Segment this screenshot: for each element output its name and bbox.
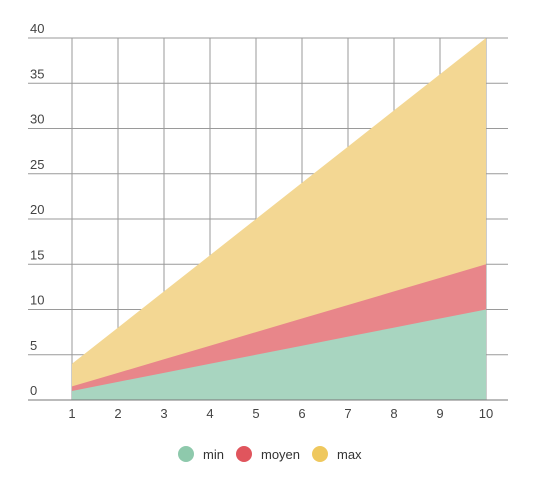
legend-label: min [203, 446, 224, 462]
x-tick-label: 4 [206, 406, 213, 421]
legend-swatch [236, 446, 252, 462]
y-tick-label: 15 [30, 247, 44, 262]
x-tick-label: 3 [160, 406, 167, 421]
area-chart: 0 5 10 15 20 25 30 35 40 1 2 3 4 5 6 7 8 9 10 [28, 21, 508, 421]
area-min [72, 309, 486, 400]
x-tick-label: 7 [344, 406, 351, 421]
y-tick-label: 35 [30, 66, 44, 81]
legend-label: moyen [261, 446, 301, 462]
x-tick-label: 5 [252, 406, 259, 421]
x-tick-label: 2 [114, 406, 121, 421]
legend-label: max [337, 446, 362, 462]
legend: min moyen max [0, 442, 550, 466]
y-tick-label: 0 [30, 383, 37, 398]
legend-item-moyen[interactable]: moyen [236, 442, 300, 466]
y-tick-label: 10 [30, 293, 44, 308]
x-tick-label: 1 [68, 406, 75, 421]
x-tick-label: 10 [479, 406, 493, 421]
legend-swatch [312, 446, 328, 462]
y-tick-label: 20 [30, 202, 44, 217]
y-tick-label: 30 [30, 112, 44, 127]
legend-item-max[interactable]: max [312, 442, 362, 466]
x-tick-label: 9 [436, 406, 443, 421]
x-tick-label: 8 [390, 406, 397, 421]
y-tick-label: 25 [30, 157, 44, 172]
y-tick-label: 5 [30, 338, 37, 353]
x-tick-label: 6 [298, 406, 305, 421]
legend-swatch [178, 446, 194, 462]
y-tick-label: 40 [30, 21, 44, 36]
legend-item-min[interactable]: min [178, 442, 224, 466]
